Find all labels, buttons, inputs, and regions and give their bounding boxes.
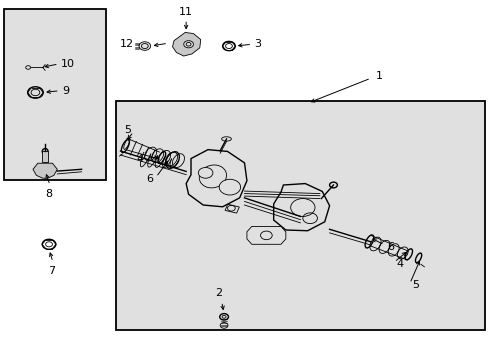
- Circle shape: [139, 42, 150, 50]
- Polygon shape: [186, 150, 246, 207]
- Bar: [42, 152, 48, 162]
- Text: 11: 11: [179, 7, 193, 17]
- Polygon shape: [172, 32, 201, 56]
- Ellipse shape: [329, 182, 337, 188]
- Text: 5: 5: [411, 280, 418, 291]
- Circle shape: [198, 167, 212, 178]
- Ellipse shape: [42, 149, 48, 154]
- Bar: [224, 204, 239, 213]
- Text: 9: 9: [62, 86, 69, 96]
- Polygon shape: [273, 184, 329, 231]
- Bar: [116, 102, 484, 330]
- Text: 5: 5: [124, 125, 131, 135]
- Text: 7: 7: [48, 266, 55, 276]
- Polygon shape: [33, 163, 57, 178]
- Circle shape: [183, 41, 193, 48]
- Text: 6: 6: [386, 242, 393, 252]
- Ellipse shape: [221, 137, 231, 141]
- Circle shape: [219, 179, 240, 195]
- Text: 6: 6: [146, 174, 153, 184]
- Text: 2: 2: [214, 288, 222, 298]
- Bar: [4, 9, 106, 180]
- Text: 8: 8: [45, 189, 53, 199]
- Text: 1: 1: [375, 71, 382, 81]
- Text: 3: 3: [254, 39, 261, 49]
- Polygon shape: [246, 226, 285, 244]
- Text: 4: 4: [396, 259, 403, 269]
- Text: 12: 12: [120, 39, 134, 49]
- Text: 10: 10: [61, 59, 75, 69]
- Text: 4: 4: [137, 154, 143, 164]
